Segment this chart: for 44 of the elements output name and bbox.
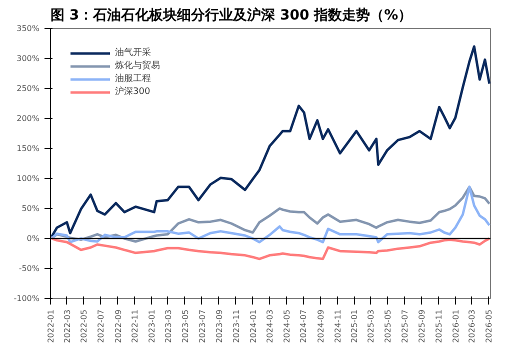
x-tick-label: 2024-01 <box>248 309 258 343</box>
x-tick-label: 2025-07 <box>400 309 410 343</box>
y-tick-label: 100% <box>16 174 40 183</box>
legend-label: 炼化与贸易 <box>115 60 160 72</box>
x-tick-label: 2023-03 <box>164 309 173 343</box>
x-tick-label: 2022-01 <box>46 309 56 343</box>
x-tick-label: 2022-07 <box>96 309 106 343</box>
y-tick-label: 350% <box>16 24 40 33</box>
y-tick-label: 150% <box>16 144 40 153</box>
x-tick-label: 2024-07 <box>299 309 308 343</box>
x-tick-label: 2022-05 <box>80 309 89 343</box>
y-tick-label: 250% <box>16 84 40 93</box>
x-tick-label: 2025-05 <box>383 309 392 343</box>
legend-label: 油服工程 <box>115 72 151 85</box>
x-tick-label: 2023-05 <box>180 309 190 343</box>
x-tick-label: 2026-03 <box>468 309 477 343</box>
y-tick-label: 200% <box>16 114 40 123</box>
y-tick-label: 300% <box>16 54 40 63</box>
x-tick-label: 2025-09 <box>418 309 427 343</box>
x-tick-label: 2025-01 <box>350 309 360 343</box>
line-series <box>50 45 490 238</box>
x-tick-label: 2023-01 <box>148 309 157 343</box>
x-tick-label: 2026-05 <box>484 309 494 343</box>
line-series <box>50 237 490 260</box>
y-tick-label: 0% <box>26 234 40 243</box>
y-tick-label: 50% <box>22 204 40 213</box>
x-tick-label: 2023-07 <box>198 309 207 343</box>
x-tick-label: 2026-01 <box>451 309 460 343</box>
x-tick-label: 2023-11 <box>232 309 241 343</box>
legend-label: 油气开采 <box>115 46 151 59</box>
x-tick-label: 2024-03 <box>265 309 274 343</box>
y-tick-label: -50% <box>18 264 40 273</box>
legend-label: 沪深300 <box>115 86 150 98</box>
x-tick-label: 2024-11 <box>333 309 342 343</box>
chart-title: 图 3：石油石化板块细分行业及沪深 300 指数走势（%） <box>50 6 412 24</box>
x-tick-label: 2022-11 <box>130 309 140 343</box>
x-tick-label: 2024-09 <box>316 309 326 343</box>
x-tick-label: 2022-09 <box>114 309 123 343</box>
x-tick-label: 2022-03 <box>62 309 72 343</box>
x-tick-label: 2025-11 <box>434 309 444 343</box>
x-tick-label: 2023-09 <box>214 309 224 343</box>
y-tick-label: -100% <box>14 294 40 303</box>
x-tick-label: 2024-05 <box>282 309 292 343</box>
x-tick-label: 2025-03 <box>366 309 376 343</box>
